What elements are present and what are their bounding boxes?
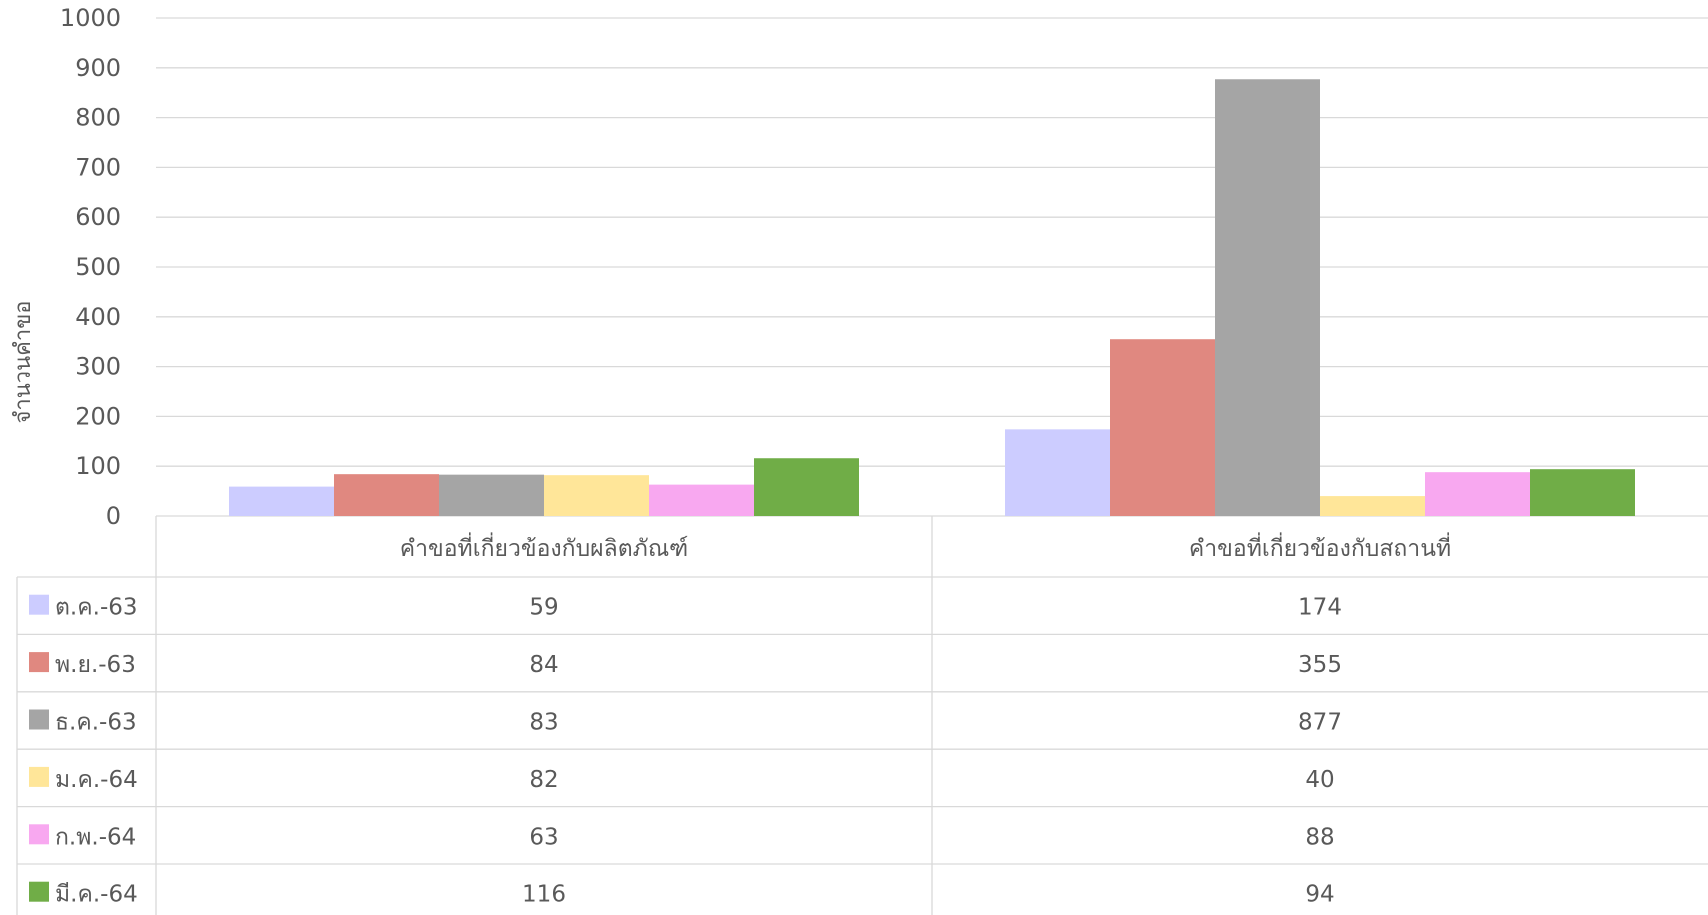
legend-swatch [29,594,49,615]
data-table: คำขอที่เกี่ยวข้องกับผลิตภัณฑ์ คำขอที่เกี่… [16,516,1708,915]
legend-swatch [29,766,49,787]
bar [1530,469,1635,516]
y-axis-label: จำนวนคำขอ [11,301,36,424]
series-name: ม.ค.-64 [55,767,138,793]
y-tick-label: 1000 [60,4,121,32]
category-label: คำขอที่เกี่ยวข้องกับผลิตภัณฑ์ [400,532,689,562]
data-label: 174 [1298,595,1342,621]
bar [754,458,859,516]
data-label: 59 [529,595,558,621]
series-name: ก.พ.-64 [55,824,136,850]
bar [1005,429,1110,516]
legend-swatch [29,824,49,845]
category-label: คำขอที่เกี่ยวข้องกับสถานที่ [1189,532,1451,562]
y-tick-label: 200 [75,402,121,430]
data-label: 116 [522,882,566,908]
y-tick-label: 500 [75,253,121,281]
y-tick-label: 100 [75,452,121,480]
bar [1425,472,1530,516]
bars [229,79,1635,516]
data-label: 88 [1305,824,1334,850]
series-name: พ.ย.-63 [55,652,136,678]
y-tick-label: 0 [106,502,121,530]
bar [544,475,649,516]
bar [649,484,754,516]
bar [1110,339,1215,516]
bar [1320,496,1425,516]
bar [334,474,439,516]
legend-swatch [29,709,49,730]
bar [229,486,334,516]
data-label: 94 [1305,882,1334,908]
bar [439,474,544,516]
series-name: ต.ค.-63 [55,595,138,621]
y-tick-label: 300 [75,353,121,381]
y-tick-label: 600 [75,203,121,231]
legend-swatch [29,881,49,902]
series-name: ธ.ค.-63 [55,710,137,736]
gridlines [156,17,1708,517]
y-tick-label: 900 [75,54,121,82]
data-label: 355 [1298,652,1342,678]
data-label: 83 [529,710,558,736]
data-label: 40 [1305,767,1334,793]
data-label: 84 [529,652,558,678]
y-tick-label: 400 [75,303,121,331]
y-tick-label: 800 [75,104,121,132]
y-axis-tick-labels: 0 100 200 300 400 500 600 700 800 900 1000 [60,4,121,530]
data-label: 82 [529,767,558,793]
data-label: 63 [529,824,558,850]
series-name: มี.ค.-64 [55,882,138,908]
y-tick-label: 700 [75,153,121,181]
legend-swatch [29,652,49,673]
bar [1215,79,1320,516]
data-label: 877 [1298,710,1342,736]
